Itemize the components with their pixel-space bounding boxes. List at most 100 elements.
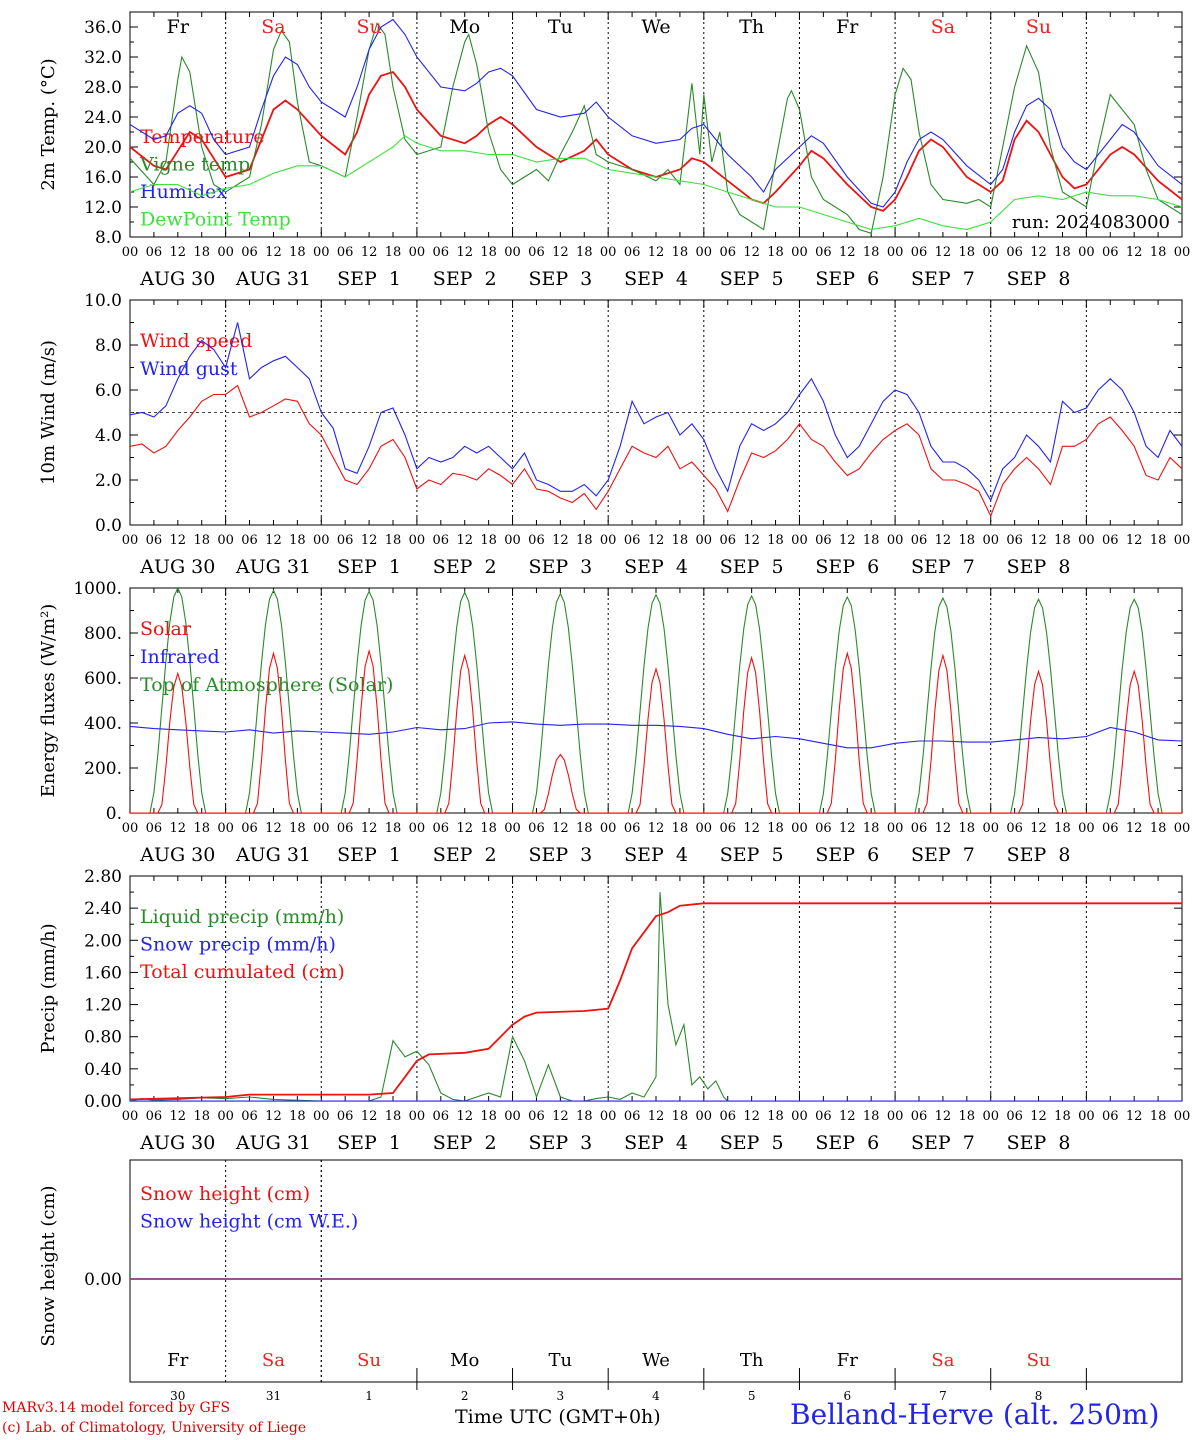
hour-tick-label: 00 bbox=[504, 1109, 521, 1124]
hour-tick-label: 18 bbox=[959, 821, 976, 836]
y-tick-label: 4.0 bbox=[95, 426, 122, 446]
hour-tick-label: 12 bbox=[648, 533, 665, 548]
day-number-label: 7 bbox=[939, 1389, 947, 1403]
y-axis-label: Energy fluxes (W/m²) bbox=[38, 604, 59, 798]
weekday-label-top: Sa bbox=[931, 16, 955, 38]
hour-tick-label: 12 bbox=[935, 821, 952, 836]
hour-tick-label: 06 bbox=[146, 245, 163, 260]
hour-tick-label: 18 bbox=[480, 1109, 497, 1124]
hour-tick-label: 06 bbox=[146, 533, 163, 548]
hour-tick-label: 06 bbox=[1006, 821, 1023, 836]
x-axis-title: Time UTC (GMT+0h) bbox=[455, 1406, 661, 1428]
hour-tick-label: 06 bbox=[433, 821, 450, 836]
hour-tick-label: 06 bbox=[911, 821, 928, 836]
legend-entry: Temperature bbox=[140, 126, 264, 148]
legend-entry: Snow height (cm) bbox=[140, 1183, 310, 1205]
hour-tick-label: 12 bbox=[1030, 533, 1047, 548]
hour-tick-label: 12 bbox=[935, 533, 952, 548]
date-label: SEP 2 bbox=[433, 1132, 497, 1154]
hour-tick-label: 06 bbox=[241, 245, 258, 260]
hour-tick-label: 12 bbox=[456, 821, 473, 836]
hour-tick-label: 00 bbox=[982, 533, 999, 548]
y-tick-label: 24.0 bbox=[84, 108, 122, 128]
hour-tick-label: 12 bbox=[265, 821, 282, 836]
station-title: Belland-Herve (alt. 250m) bbox=[790, 1398, 1160, 1431]
hour-tick-label: 18 bbox=[1054, 245, 1071, 260]
series-line-solar bbox=[130, 648, 1182, 813]
hour-tick-label: 12 bbox=[1126, 821, 1143, 836]
hour-tick-label: 00 bbox=[887, 533, 904, 548]
weekday-label-bottom: We bbox=[642, 1350, 670, 1371]
y-tick-label: 600. bbox=[84, 669, 122, 689]
hour-tick-label: 18 bbox=[1150, 533, 1167, 548]
hour-tick-label: 12 bbox=[1030, 245, 1047, 260]
hour-tick-label: 00 bbox=[982, 1109, 999, 1124]
y-tick-label: 0. bbox=[106, 804, 122, 824]
panel-1: 8.0 12.0 16.0 20.0 24.0 28.0 32.0 36.0 2m Temp. … bbox=[38, 11, 1191, 290]
weekday-label-bottom: Sa bbox=[262, 1350, 285, 1371]
date-label: SEP 7 bbox=[911, 844, 975, 866]
hour-tick-label: 18 bbox=[193, 245, 210, 260]
y-tick-label: 400. bbox=[84, 714, 122, 734]
legend-entry: DewPoint Temp bbox=[140, 209, 291, 231]
hour-tick-label: 12 bbox=[170, 533, 187, 548]
date-label: AUG 30 bbox=[139, 1132, 215, 1154]
hour-tick-label: 06 bbox=[911, 533, 928, 548]
date-label: SEP 8 bbox=[1007, 844, 1071, 866]
hour-tick-label: 00 bbox=[122, 533, 139, 548]
hour-tick-label: 12 bbox=[935, 245, 952, 260]
series-line-wind-speed bbox=[130, 384, 1182, 518]
date-label: SEP 4 bbox=[624, 556, 688, 578]
hour-tick-label: 00 bbox=[696, 533, 713, 548]
hour-tick-label: 06 bbox=[624, 245, 641, 260]
date-label: SEP 3 bbox=[528, 844, 592, 866]
date-label: SEP 2 bbox=[433, 268, 497, 290]
hour-tick-label: 12 bbox=[265, 1109, 282, 1124]
hour-tick-label: 00 bbox=[504, 245, 521, 260]
date-label: SEP 8 bbox=[1007, 556, 1071, 578]
legend-entry: Wind speed bbox=[140, 330, 252, 352]
y-axis-label: Precip (mm/h) bbox=[38, 923, 59, 1053]
y-tick-label: 10.0 bbox=[84, 291, 122, 311]
hour-tick-label: 18 bbox=[385, 533, 402, 548]
hour-tick-label: 12 bbox=[265, 533, 282, 548]
hour-tick-label: 12 bbox=[839, 821, 856, 836]
hour-tick-label: 12 bbox=[1030, 821, 1047, 836]
legend-entry: Solar bbox=[140, 618, 192, 640]
hour-tick-label: 18 bbox=[480, 821, 497, 836]
hour-tick-label: 12 bbox=[552, 821, 569, 836]
y-tick-label: 28.0 bbox=[84, 78, 122, 98]
date-label: SEP 5 bbox=[720, 268, 784, 290]
date-label: AUG 30 bbox=[139, 556, 215, 578]
hour-tick-label: 18 bbox=[1054, 821, 1071, 836]
date-label: SEP 2 bbox=[433, 556, 497, 578]
hour-tick-label: 00 bbox=[217, 1109, 234, 1124]
hour-tick-label: 00 bbox=[791, 1109, 808, 1124]
hour-tick-label: 06 bbox=[146, 821, 163, 836]
hour-tick-label: 00 bbox=[982, 245, 999, 260]
day-number-label: 31 bbox=[266, 1389, 281, 1403]
date-label: SEP 1 bbox=[337, 556, 401, 578]
hour-tick-label: 06 bbox=[815, 245, 832, 260]
y-tick-label: 1.60 bbox=[84, 963, 122, 983]
hour-tick-label: 00 bbox=[217, 533, 234, 548]
hour-tick-label: 00 bbox=[409, 245, 426, 260]
series-line-vigne-temp bbox=[130, 22, 1182, 235]
weekday-label-top: Fr bbox=[167, 16, 190, 38]
date-label: AUG 30 bbox=[139, 844, 215, 866]
hour-tick-label: 18 bbox=[576, 245, 593, 260]
hour-tick-label: 06 bbox=[719, 1109, 736, 1124]
hour-tick-label: 12 bbox=[361, 821, 378, 836]
hour-tick-label: 00 bbox=[1174, 245, 1191, 260]
weekday-label-top: Fr bbox=[836, 16, 859, 38]
hour-tick-label: 00 bbox=[600, 821, 617, 836]
hour-tick-label: 00 bbox=[600, 245, 617, 260]
hour-tick-label: 18 bbox=[767, 533, 784, 548]
hour-tick-label: 06 bbox=[146, 1109, 163, 1124]
y-tick-label: 200. bbox=[84, 759, 122, 779]
hour-tick-label: 18 bbox=[672, 533, 689, 548]
date-label: AUG 31 bbox=[235, 1132, 311, 1154]
y-tick-label: 800. bbox=[84, 624, 122, 644]
panel-3: 0. 200. 400. 600. 800. 1000. Energy fluxes (W/… bbox=[38, 579, 1190, 866]
date-label: SEP 4 bbox=[624, 268, 688, 290]
